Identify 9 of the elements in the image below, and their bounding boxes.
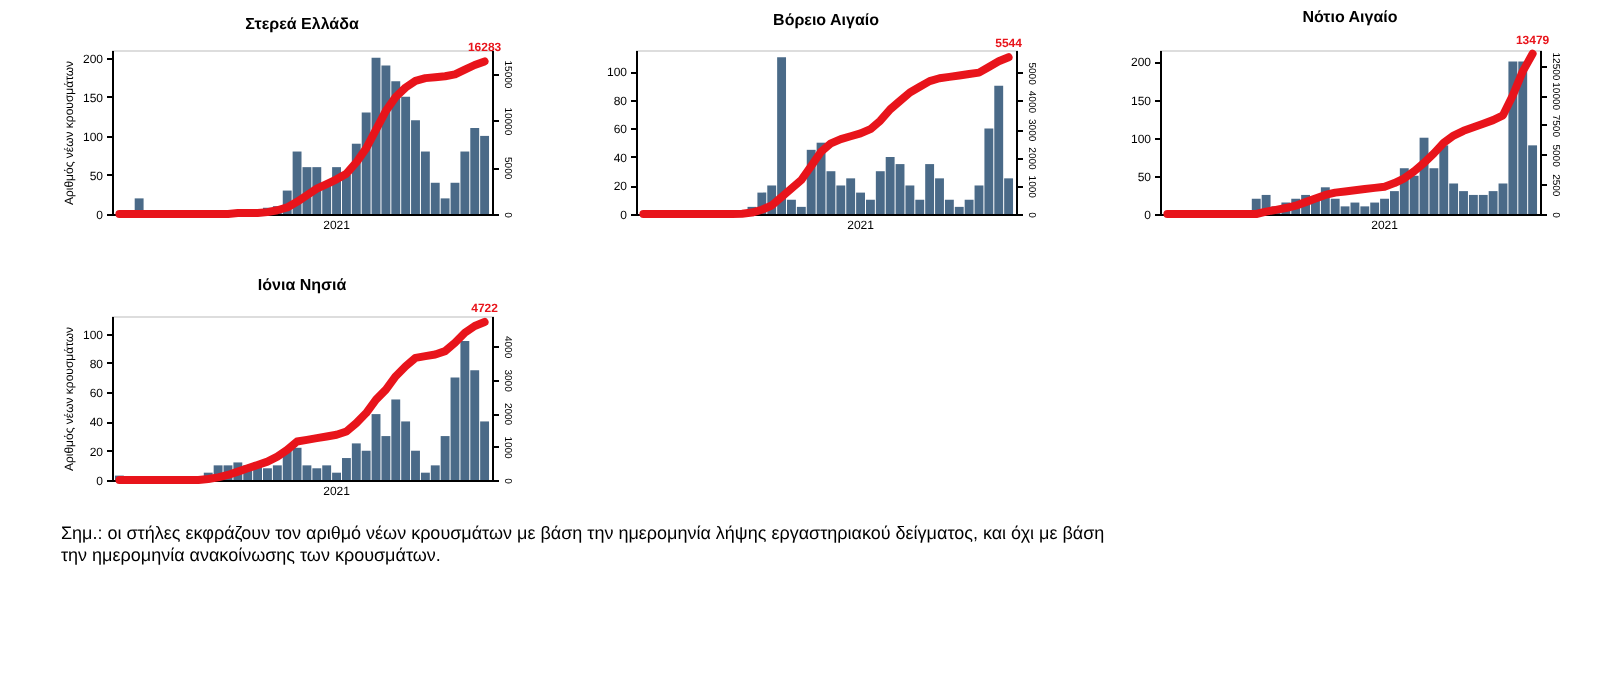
line-series — [115, 317, 489, 484]
line-series — [1163, 49, 1537, 218]
text: Σημ.: οι στήλες εκφράζουν τον αριθμό νέων κρουσμάτων με βάση την ημερομηνία λήψης εργαστηριακού δείγματος, και όχι με βάση την ημερομηνία ανακοίνωσης των κρουσμάτων. — [60, 523, 1105, 565]
line-series — [115, 57, 489, 218]
chart-title: Νότιο Αιγαίο — [1302, 7, 1398, 26]
chart-title: Βόρειο Αιγαίο — [773, 11, 880, 30]
line-series — [639, 53, 1013, 218]
chart-title: Στερεά Ελλάδα — [245, 15, 359, 34]
chart-title: Ιόνια Νησιά — [257, 275, 347, 294]
